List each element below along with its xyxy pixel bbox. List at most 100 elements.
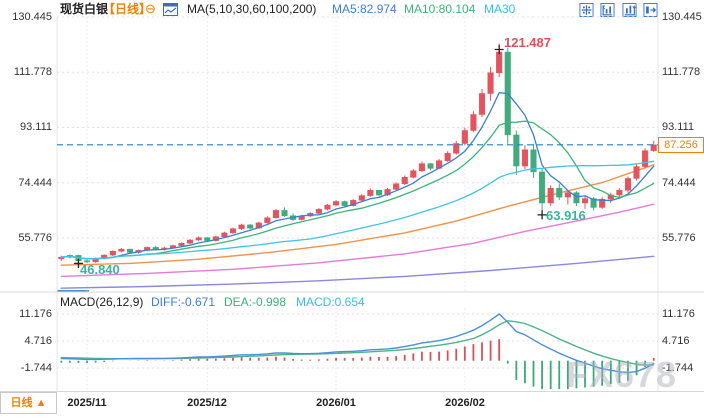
candle-body bbox=[324, 204, 331, 210]
price-axis-label-left: 130.445 bbox=[12, 11, 52, 23]
price-axis-label-right: 74.444 bbox=[662, 177, 696, 189]
candle-body bbox=[384, 189, 391, 196]
time-axis-label: 2025/11 bbox=[67, 397, 107, 409]
period-selector-button[interactable]: 日线 ▲ bbox=[0, 392, 57, 414]
price-axis-label-right: 55.776 bbox=[662, 232, 696, 244]
macd-diff-value: DIFF:-0.671 bbox=[151, 295, 216, 309]
candle-body bbox=[650, 144, 657, 151]
candle-body bbox=[410, 170, 417, 178]
symbol-title: 现货白银 bbox=[60, 2, 109, 16]
candle-body bbox=[581, 198, 589, 204]
period-tag: 【日线】 bbox=[103, 2, 152, 16]
candle-body bbox=[204, 237, 211, 241]
candle-body bbox=[599, 198, 606, 208]
candle-body bbox=[152, 247, 159, 250]
candle-body bbox=[118, 248, 125, 252]
price-axis-label-left: 55.776 bbox=[18, 232, 52, 244]
candle-body bbox=[496, 51, 503, 74]
crash-low-annotation: 63.916 bbox=[546, 208, 586, 223]
extreme-cross-marker bbox=[73, 258, 83, 268]
candle-body bbox=[229, 228, 237, 234]
macd-axis-label-left: 11.176 bbox=[19, 308, 52, 320]
macd-axis-label-left: -1.744 bbox=[20, 362, 52, 374]
pan-right-icon[interactable] bbox=[643, 3, 658, 17]
ma-fast-lines bbox=[60, 92, 655, 260]
candle-body bbox=[547, 187, 554, 204]
price-axis-label-left: 93.111 bbox=[19, 121, 52, 133]
chevron-up-icon: ▲ bbox=[35, 397, 47, 409]
collapse-indicator-icon[interactable]: ⊖ bbox=[145, 1, 156, 16]
candle-body bbox=[187, 239, 194, 244]
candle-body bbox=[513, 134, 520, 167]
ma-settings-label: MA(5,10,30,60,100,200) bbox=[187, 2, 317, 16]
macd-title: MACD(26,12,9) bbox=[60, 295, 144, 309]
extreme-cross-marker bbox=[537, 210, 547, 220]
candle-body bbox=[573, 192, 580, 204]
candle-body bbox=[521, 149, 528, 167]
candle-body bbox=[453, 143, 460, 154]
candle-body bbox=[470, 114, 477, 131]
candle-body bbox=[633, 166, 640, 179]
mini-chart-icon[interactable] bbox=[163, 3, 178, 21]
high-price-annotation: 121.487 bbox=[504, 35, 551, 50]
candle-body bbox=[247, 224, 254, 229]
candle-body bbox=[332, 201, 340, 206]
candle-body bbox=[556, 187, 563, 198]
current-price-tag: 87.256 bbox=[658, 137, 704, 153]
candle-body bbox=[478, 93, 486, 115]
candle-body bbox=[109, 250, 116, 256]
candle-body bbox=[367, 190, 374, 196]
ma-slow-lines bbox=[60, 164, 655, 289]
price-axis-label-right: 93.111 bbox=[662, 121, 695, 133]
candle-body bbox=[624, 178, 631, 191]
candle-body bbox=[393, 183, 400, 190]
macd-dea-value: DEA:-0.998 bbox=[224, 295, 287, 309]
candle-body bbox=[281, 210, 288, 216]
candle-body bbox=[461, 130, 468, 144]
extreme-markers bbox=[73, 45, 547, 268]
price-axis-label-left: 111.778 bbox=[13, 66, 52, 78]
macd-pane bbox=[60, 313, 655, 390]
candle-body bbox=[401, 177, 408, 185]
candle-body bbox=[221, 232, 228, 237]
price-axis-label-right: 130.445 bbox=[662, 11, 702, 23]
grid bbox=[0, 16, 704, 392]
fit-right-axis-icon[interactable] bbox=[622, 3, 637, 17]
macd-axis-label-right: -1.744 bbox=[662, 362, 694, 374]
period-button-label: 日线 bbox=[10, 397, 33, 409]
candle-body bbox=[315, 208, 322, 214]
candles-series[interactable] bbox=[58, 43, 657, 265]
candle-body bbox=[427, 163, 434, 169]
macd-tab-indicator bbox=[57, 290, 89, 292]
candle-body bbox=[264, 217, 271, 224]
candle-body bbox=[178, 243, 185, 246]
time-axis-label: 2026/01 bbox=[316, 397, 356, 409]
candle-body bbox=[84, 260, 91, 263]
candle-body bbox=[418, 163, 425, 171]
ma30-value: MA30 bbox=[484, 2, 516, 16]
candle-body bbox=[358, 195, 365, 201]
crosshair-move-icon[interactable] bbox=[579, 3, 594, 17]
candle-body bbox=[375, 190, 383, 196]
candle-body bbox=[238, 224, 245, 230]
macd-axis-label-right: 11.176 bbox=[662, 308, 695, 320]
time-axis-label: 2026/02 bbox=[445, 397, 485, 409]
price-axis-label-right: 111.778 bbox=[662, 66, 701, 78]
macd-axis-label-left: 4.716 bbox=[24, 335, 52, 347]
time-axis-label: 2025/12 bbox=[187, 397, 227, 409]
candle-body bbox=[444, 153, 451, 161]
candle-body bbox=[539, 171, 546, 204]
ma10-value: MA10:80.104 bbox=[404, 2, 476, 16]
candle-body bbox=[341, 201, 348, 206]
candle-body bbox=[564, 192, 571, 198]
candle-body bbox=[590, 198, 597, 208]
candle-body bbox=[272, 210, 279, 219]
candle-body bbox=[126, 248, 134, 253]
candle-body bbox=[616, 190, 623, 196]
early-low-annotation: 46.840 bbox=[80, 262, 120, 277]
extreme-cross-marker bbox=[494, 45, 504, 55]
candle-body bbox=[487, 72, 494, 94]
candle-body bbox=[195, 237, 202, 241]
